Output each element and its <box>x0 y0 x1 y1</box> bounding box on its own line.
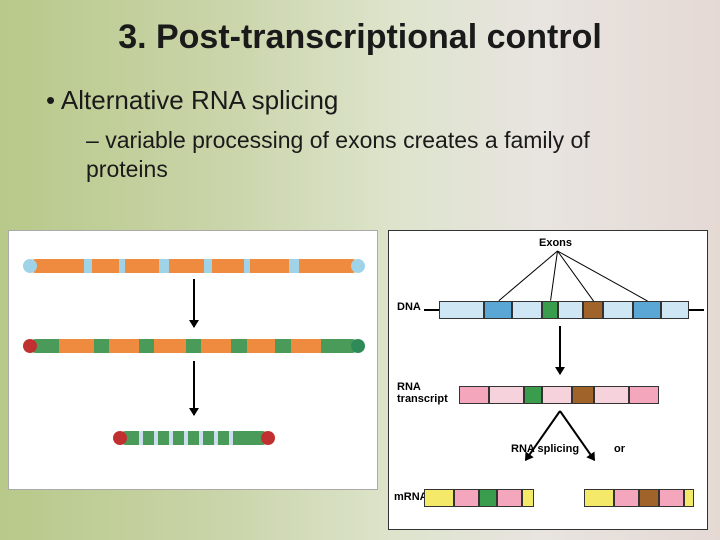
figures-row: Exons DNA RNA transcript RNA splicing or mRNA <box>0 230 720 540</box>
diagram-label: or <box>614 443 625 455</box>
down-arrow-icon <box>559 326 561 374</box>
rna-segment <box>542 386 572 404</box>
strand-cap-right <box>261 431 275 445</box>
bullet-level-2: variable processing of exons creates a f… <box>86 126 662 184</box>
rna-segment <box>572 386 594 404</box>
left-splicing-diagram <box>8 230 378 490</box>
strand-segment <box>169 431 173 445</box>
dna-segment <box>661 301 689 319</box>
strand-segment <box>59 339 94 353</box>
dna-segment <box>583 301 603 319</box>
strand-segment <box>247 339 275 353</box>
strand-cap-left <box>23 259 37 273</box>
mrna-segment <box>497 489 522 507</box>
strand-segment <box>84 259 92 273</box>
strand-segment <box>201 339 231 353</box>
strand-segment <box>289 259 299 273</box>
rna-strand <box>29 259 359 273</box>
dna-segment <box>558 301 583 319</box>
strand-segment <box>139 431 143 445</box>
slide-title: 3. Post-transcriptional control <box>28 18 692 57</box>
strand-segment <box>184 431 188 445</box>
exon-connector-line <box>557 251 594 302</box>
mrna-segment <box>639 489 659 507</box>
strand-cap-left <box>23 339 37 353</box>
mrna-segment <box>454 489 479 507</box>
mrna-segment <box>614 489 639 507</box>
mrna-segment <box>522 489 534 507</box>
strand-segment <box>204 259 212 273</box>
rna-segment <box>459 386 489 404</box>
strand-segment <box>159 259 169 273</box>
strand-segment <box>214 431 218 445</box>
strand-segment <box>291 339 321 353</box>
strand-segment <box>109 339 139 353</box>
strand-cap-right <box>351 259 365 273</box>
strand-cap-left <box>113 431 127 445</box>
diagram-label: mRNA <box>394 491 428 503</box>
down-arrow-icon <box>193 279 195 327</box>
exon-connector-line <box>557 251 647 302</box>
slide-content: 3. Post-transcriptional control Alternat… <box>0 0 720 184</box>
strand-segment <box>154 431 158 445</box>
rna-segment <box>629 386 659 404</box>
dna-segment <box>484 301 512 319</box>
rna-segment <box>489 386 524 404</box>
exon-connector-line <box>498 251 558 302</box>
mrna-segment <box>424 489 454 507</box>
diagram-label: Exons <box>539 237 572 249</box>
strand-segment <box>119 259 125 273</box>
diagram-label: RNA splicing <box>511 443 579 455</box>
bullet-level-1: Alternative RNA splicing <box>46 85 692 116</box>
rna-strand <box>29 339 359 353</box>
strand-segment <box>244 259 250 273</box>
strand-segment <box>154 339 186 353</box>
rna-strand <box>119 431 269 445</box>
diagram-label: RNA transcript <box>397 381 452 405</box>
dna-segment <box>542 301 558 319</box>
dna-segment <box>439 301 484 319</box>
mrna-segment <box>584 489 614 507</box>
exon-connector-line <box>550 251 558 301</box>
dna-segment <box>633 301 661 319</box>
strand-cap-right <box>351 339 365 353</box>
dna-segment <box>603 301 633 319</box>
strand-segment <box>199 431 203 445</box>
diagram-label: DNA <box>397 301 421 313</box>
mrna-segment <box>659 489 684 507</box>
right-exon-diagram: Exons DNA RNA transcript RNA splicing or mRNA <box>388 230 708 530</box>
mrna-segment <box>479 489 497 507</box>
strand-segment <box>229 431 233 445</box>
rna-segment <box>524 386 542 404</box>
rna-segment <box>594 386 629 404</box>
dna-segment <box>512 301 542 319</box>
mrna-segment <box>684 489 694 507</box>
down-arrow-icon <box>193 361 195 415</box>
